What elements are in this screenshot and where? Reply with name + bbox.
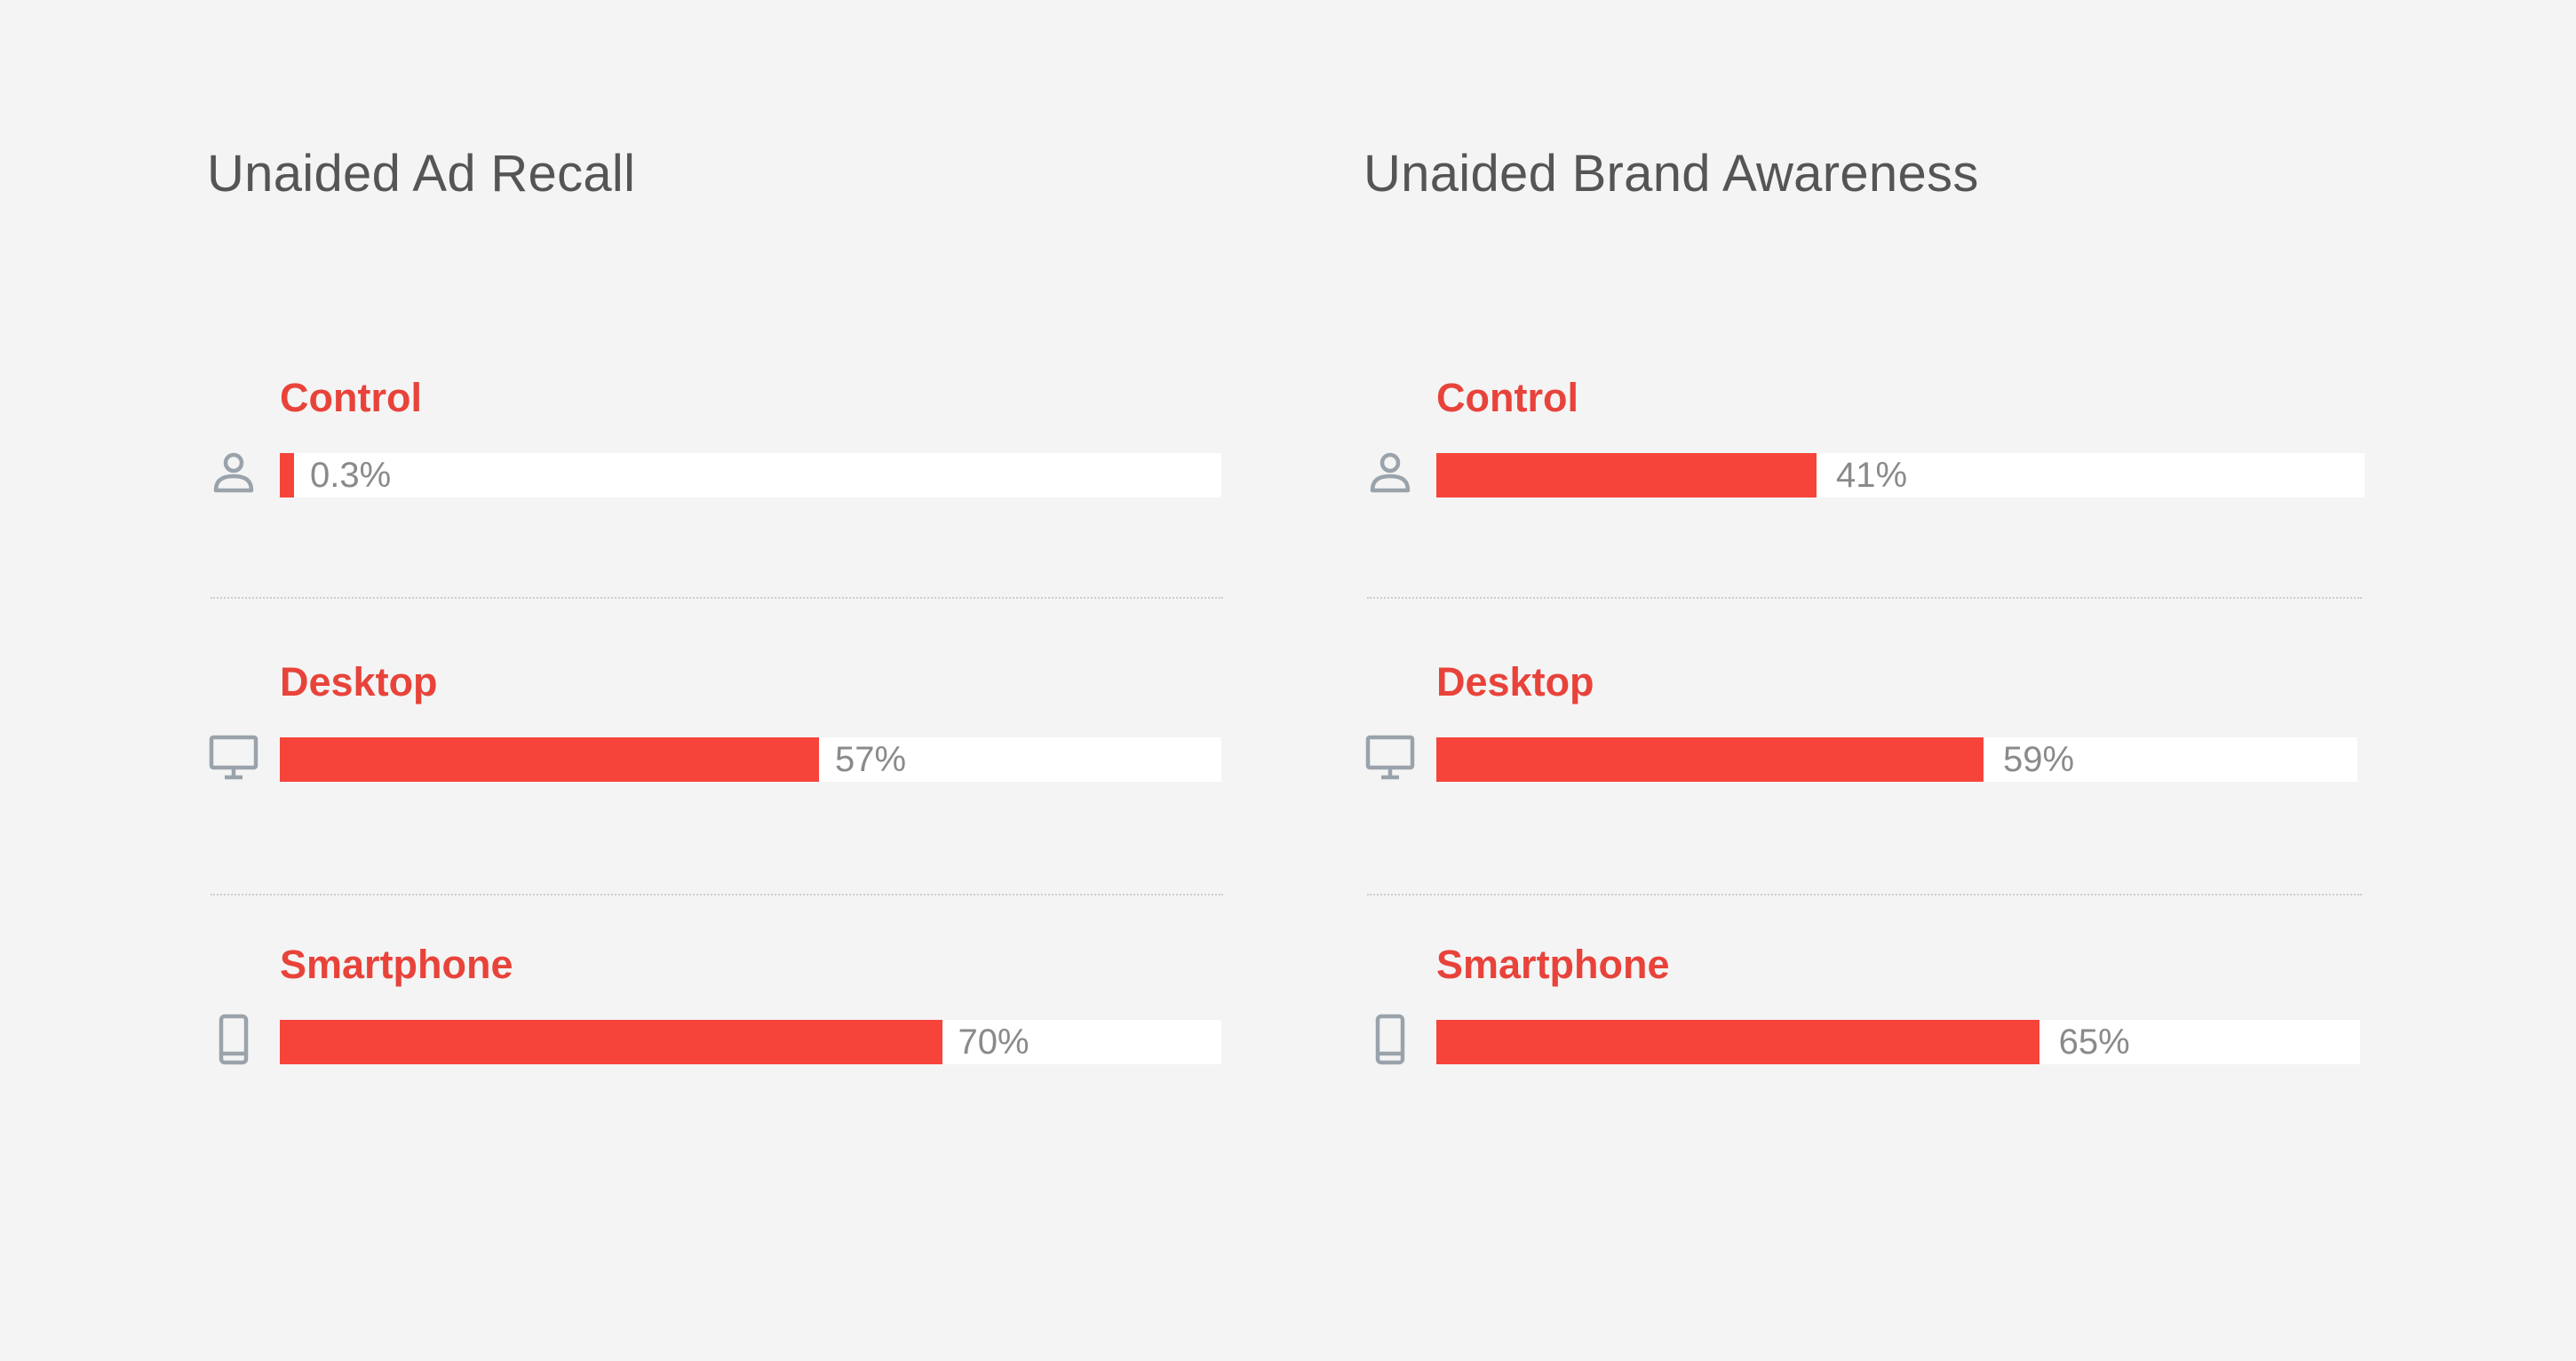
value-label: 65% [2058,1023,2130,1062]
bar [1436,453,1817,497]
row-divider [211,597,1223,599]
category-label: Control [280,375,422,420]
bar [1436,737,1984,782]
person-icon [207,446,260,499]
bar-row-smartphone: Smartphone 65% [1364,942,2360,1084]
smartphone-icon [1364,1013,1417,1066]
bar-track: 65% [1436,1020,2360,1064]
bar-row-control: Control 41% [1364,375,2365,517]
bar [280,1020,942,1064]
row-divider [1367,597,2362,599]
value-label: 59% [2002,740,2075,779]
chart-title: Unaided Brand Awareness [1364,145,1979,203]
bar [280,737,820,782]
value-label: 0.3% [310,456,392,495]
bar-track: 70% [280,1020,1221,1064]
row-divider [1367,894,2362,895]
bar [280,453,294,497]
category-label: Desktop [280,659,438,704]
value-label: 57% [835,740,907,779]
desktop-icon [1364,730,1417,784]
chart-unaided-brand-awareness: Unaided Brand Awareness Control 41% Desk… [1364,0,2365,1361]
bar-track: 0.3% [280,453,1221,497]
chart-title: Unaided Ad Recall [207,145,636,203]
category-label: Desktop [1436,659,1594,704]
chart-unaided-ad-recall: Unaided Ad Recall Control 0.3% Desktop 5… [207,0,1224,1361]
bar-row-desktop: Desktop 59% [1364,659,2358,801]
person-icon [1364,446,1417,499]
bar-row-smartphone: Smartphone 70% [207,942,1224,1084]
bar-track: 57% [280,737,1221,782]
bar-track: 41% [1436,453,2365,497]
value-label: 41% [1836,456,1908,495]
bar-row-desktop: Desktop 57% [207,659,1224,801]
bar-track: 59% [1436,737,2357,782]
category-label: Control [1436,375,1578,420]
desktop-icon [207,730,260,784]
category-label: Smartphone [1436,942,1670,987]
bar [1436,1020,2039,1064]
category-label: Smartphone [280,942,513,987]
value-label: 70% [958,1023,1030,1062]
smartphone-icon [207,1013,260,1066]
bar-row-control: Control 0.3% [207,375,1224,517]
row-divider [211,894,1223,895]
